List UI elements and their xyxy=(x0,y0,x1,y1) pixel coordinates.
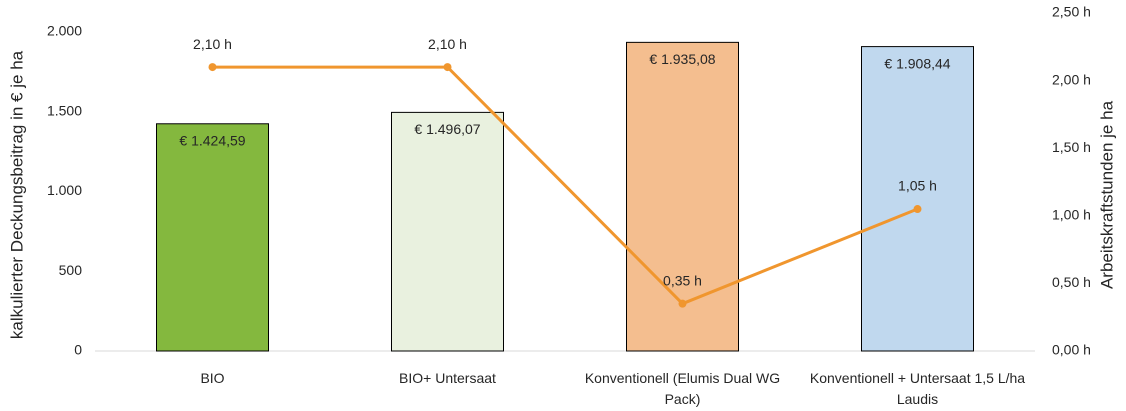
y2-tick-label: 0,50 h xyxy=(1052,274,1091,290)
y-tick-label: 500 xyxy=(59,262,83,278)
line-point xyxy=(443,63,452,72)
y2-tick-label: 1,50 h xyxy=(1052,139,1091,155)
bar xyxy=(156,123,269,352)
x-tick-label: Konventionell + Untersaat 1,5 L/ha Laudi… xyxy=(809,370,1026,407)
y-tick-label: 1.500 xyxy=(47,102,82,118)
line-point xyxy=(208,63,217,72)
y-tick-label: 1.000 xyxy=(47,182,82,198)
y2-tick-label: 2,50 h xyxy=(1052,4,1091,20)
y2-tick-label: 1,00 h xyxy=(1052,207,1091,223)
line-point xyxy=(913,205,922,214)
x-tick-label: BIO+ Untersaat xyxy=(399,370,496,386)
y-tick-label: 0 xyxy=(74,342,82,358)
bar-value-label: € 1.424,59 xyxy=(179,132,245,148)
line-value-label: 0,35 h xyxy=(663,272,702,288)
x-tick-label: BIO xyxy=(200,370,225,386)
bar-value-label: € 1.496,07 xyxy=(414,121,480,137)
line-value-label: 1,05 h xyxy=(898,178,937,194)
bar xyxy=(861,46,974,352)
line-value-label: 2,10 h xyxy=(428,36,467,52)
bar xyxy=(391,111,504,352)
bar-value-label: € 1.908,44 xyxy=(884,55,950,71)
bar xyxy=(626,41,739,352)
bar-value-label: € 1.935,08 xyxy=(649,51,715,67)
line xyxy=(212,65,919,306)
y2-axis-title: Arbeitskraftstunden je ha xyxy=(1097,100,1116,289)
line-point xyxy=(678,299,687,308)
y2-tick-label: 0,00 h xyxy=(1052,342,1091,358)
x-tick-label: Konventionell (Elumis Dual WG Pack) xyxy=(584,370,781,407)
line-value-label: 2,10 h xyxy=(193,36,232,52)
y-tick-label: 2.000 xyxy=(47,23,82,39)
y-axis-title: kalkulierter Deckungsbeitrag in € je ha xyxy=(7,50,26,339)
y2-tick-label: 2,00 h xyxy=(1052,71,1091,87)
